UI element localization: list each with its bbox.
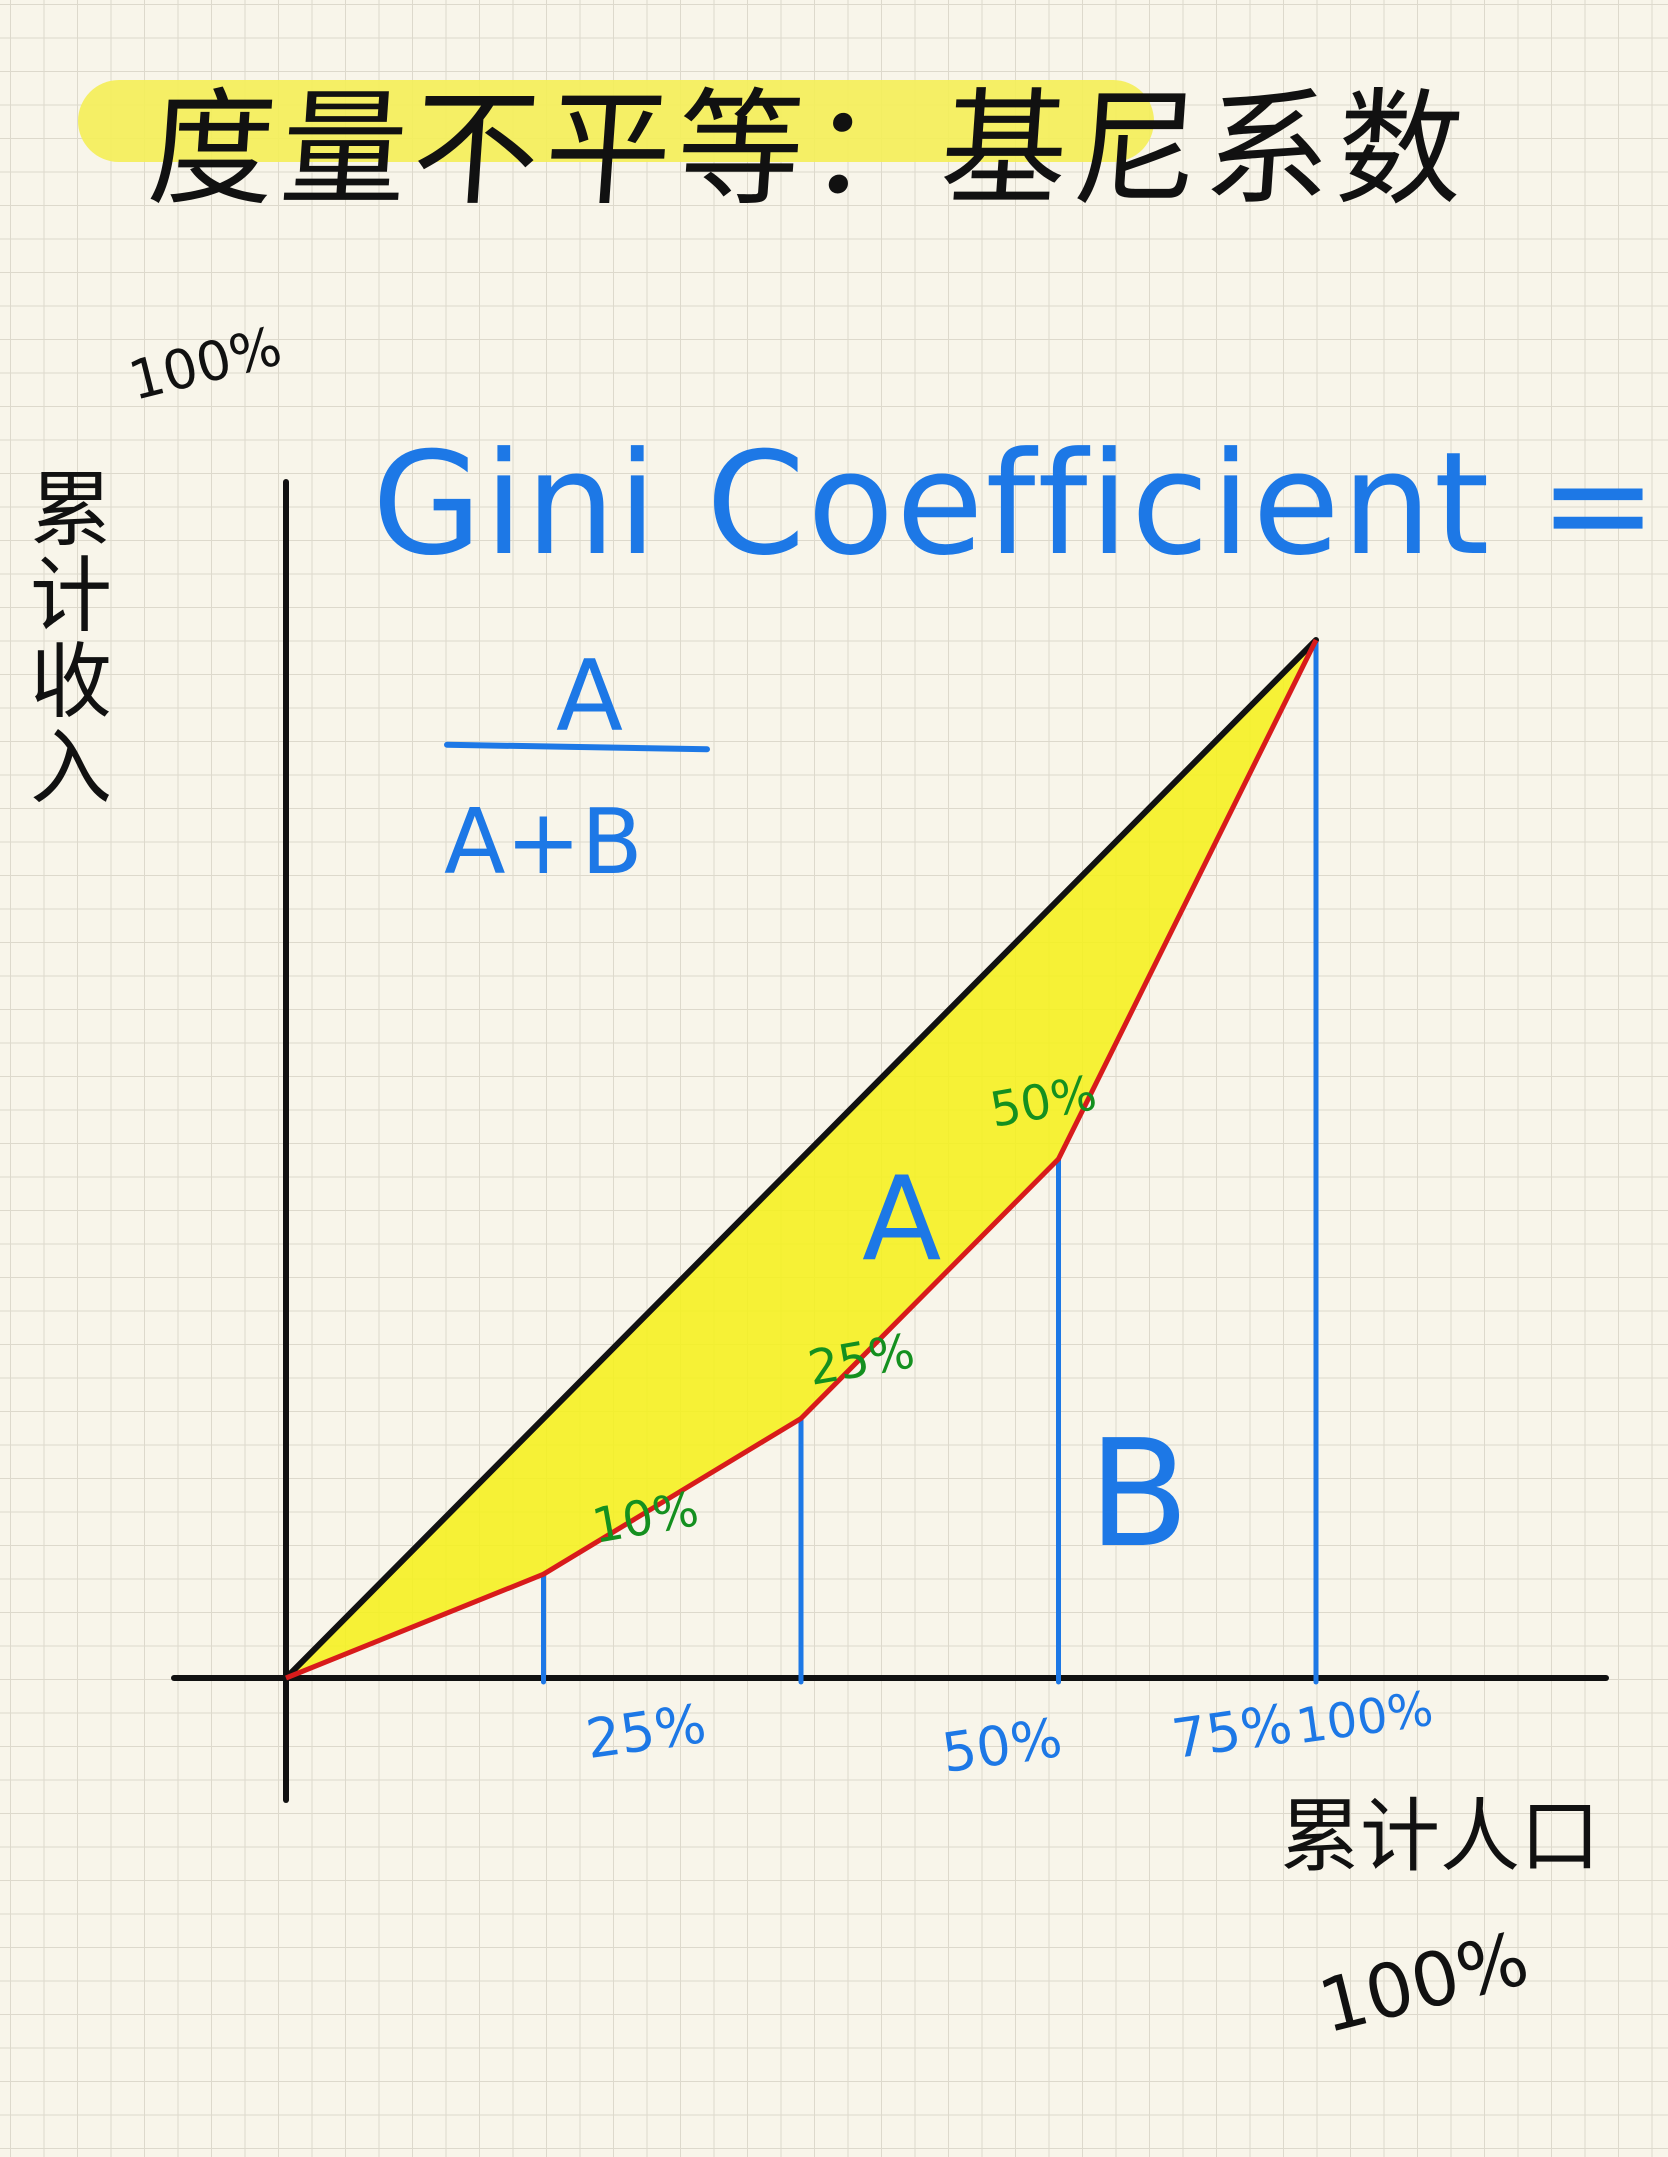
title-highlight <box>78 80 1154 162</box>
y-axis-label: 累计收入 <box>30 463 112 817</box>
equality-line <box>283 637 1319 1681</box>
formula-denominator: A+B <box>444 790 643 895</box>
drop-lines <box>541 637 1319 1685</box>
x-axis-label: 累计人口 <box>1280 1790 1600 1883</box>
formula-numerator: A <box>556 640 624 754</box>
formula-title: Gini Coefficient = <box>372 422 1660 587</box>
area-a-label: A <box>862 1152 942 1287</box>
area-b-label: B <box>1088 1408 1190 1580</box>
lorenz-curve <box>285 638 1319 1681</box>
